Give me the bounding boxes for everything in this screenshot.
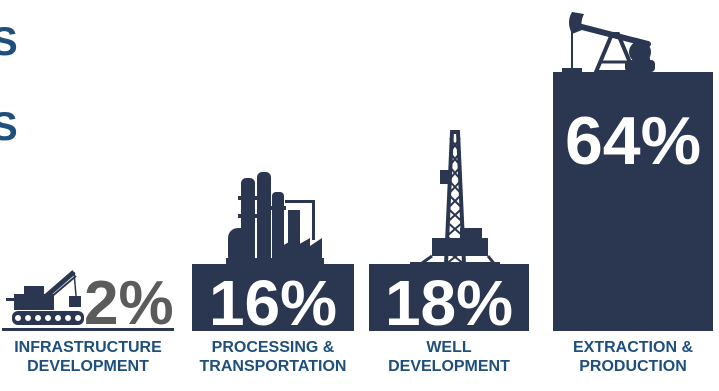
drilling-rig-icon: [410, 130, 500, 268]
category-label-1-line-2: DEVELOPMENT: [27, 358, 149, 375]
bars-layer: [2, 72, 713, 331]
value-label-4: 64%: [565, 103, 701, 179]
category-label-3-line-1: WELL: [426, 339, 472, 356]
category-label-3-line-2: DEVELOPMENT: [388, 358, 510, 375]
cut-heading-text-1: S: [0, 20, 18, 64]
bar-2: [192, 264, 354, 331]
pumpjack-icon: [562, 12, 655, 74]
category-label-2-line-1: PROCESSING &: [212, 339, 335, 356]
value-label-3: 18%: [385, 267, 513, 339]
refinery-icon: [226, 172, 324, 266]
bar-1: [2, 328, 174, 331]
value-label-2: 16%: [209, 267, 337, 339]
cut-heading-text-2: S: [0, 105, 18, 149]
category-label-4-line-1: EXTRACTION &: [573, 339, 693, 356]
bar-4: [553, 72, 713, 331]
icons-layer: [6, 12, 655, 325]
category-label-1-line-1: INFRASTRUCTURE: [14, 339, 162, 356]
crane-icon: [6, 270, 84, 325]
category-label-2-line-2: TRANSPORTATION: [200, 358, 347, 375]
labels-layer: 2%INFRASTRUCTURE DEVELOPMENT 16%PROCESSING…: [14, 103, 701, 375]
bar-3: [369, 264, 529, 331]
category-label-4-line-2: PRODUCTION: [579, 358, 687, 375]
value-label-1: 2%: [84, 269, 174, 338]
